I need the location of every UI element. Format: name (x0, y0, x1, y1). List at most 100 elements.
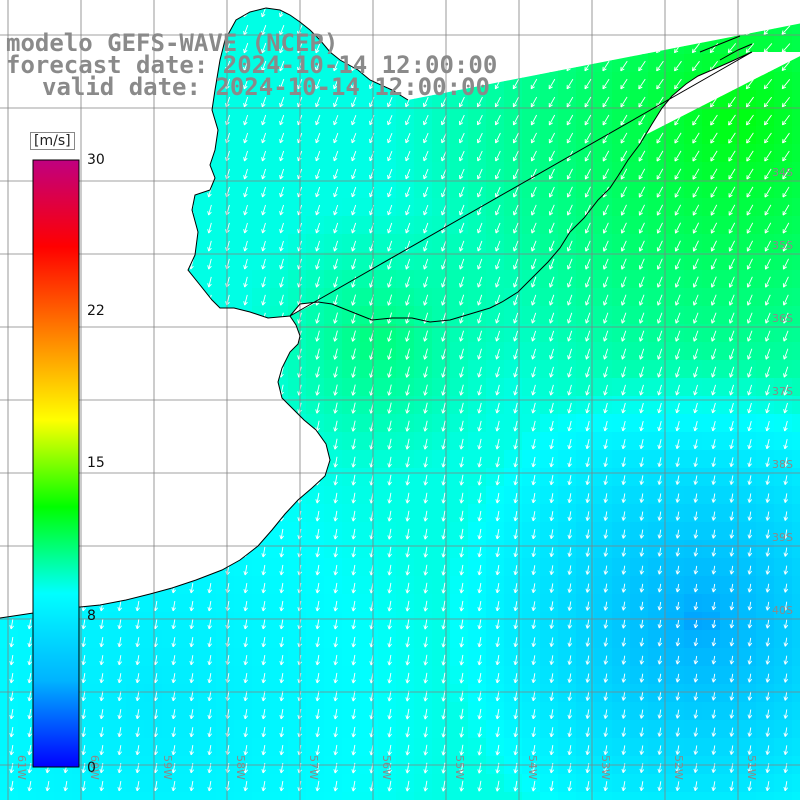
wind-arrow (243, 222, 248, 234)
speed-cell (270, 216, 289, 235)
speed-cell (234, 450, 253, 469)
speed-cell (540, 414, 559, 433)
wind-arrow (243, 366, 248, 378)
wind-arrow (728, 258, 735, 270)
speed-cell (666, 396, 685, 415)
speed-cell (594, 36, 613, 55)
speed-cell (288, 684, 307, 703)
speed-cell (0, 558, 19, 577)
speed-cell (522, 180, 541, 199)
speed-cell (234, 540, 253, 559)
wind-arrow (81, 312, 86, 324)
speed-cell (324, 126, 343, 145)
speed-cell (720, 90, 739, 109)
wind-arrow (691, 25, 701, 36)
speed-cell (90, 666, 109, 685)
speed-cell (468, 8, 487, 19)
wind-arrow (45, 114, 50, 126)
speed-cell (558, 738, 577, 757)
speed-cell (162, 630, 181, 649)
speed-cell (540, 594, 559, 613)
speed-cell (108, 630, 127, 649)
speed-cell (288, 468, 307, 487)
speed-cell (540, 396, 559, 415)
wind-arrow (441, 96, 447, 108)
wind-arrow (656, 168, 664, 180)
wind-arrow (171, 8, 177, 18)
wind-arrow (441, 114, 447, 126)
speed-cell (504, 360, 523, 379)
speed-cell (576, 792, 595, 800)
speed-cell (630, 486, 649, 505)
speed-cell (504, 738, 523, 757)
speed-cell (612, 198, 631, 217)
speed-cell (108, 180, 127, 199)
speed-cell (360, 684, 379, 703)
speed-cell (576, 630, 595, 649)
speed-cell (684, 126, 703, 145)
speed-cell (594, 504, 613, 523)
speed-cell (738, 90, 757, 109)
speed-cell (612, 450, 631, 469)
speed-cell (216, 630, 235, 649)
speed-cell (504, 306, 523, 325)
speed-cell (738, 468, 757, 487)
speed-cell (612, 288, 631, 307)
speed-cell (270, 342, 289, 361)
speed-cell (630, 72, 649, 91)
wind-arrow (9, 222, 14, 234)
speed-cell (270, 486, 289, 505)
speed-cell (252, 612, 271, 631)
wind-arrow (405, 25, 411, 36)
speed-cell (198, 720, 217, 739)
speed-cell (216, 360, 235, 379)
speed-cell (540, 486, 559, 505)
speed-cell (738, 252, 757, 271)
speed-cell (306, 720, 325, 739)
speed-cell (576, 90, 595, 109)
speed-cell (18, 630, 37, 649)
wind-arrow (495, 222, 501, 234)
speed-cell (468, 684, 487, 703)
speed-cell (450, 594, 469, 613)
speed-cell (756, 720, 775, 739)
wind-arrow (387, 168, 393, 180)
wind-arrow (279, 24, 285, 36)
speed-cell (504, 378, 523, 397)
speed-cell (414, 720, 433, 739)
speed-cell (756, 378, 775, 397)
speed-cell (792, 450, 800, 469)
wind-arrow (673, 25, 682, 36)
wind-arrow (333, 114, 339, 126)
lon-label: 59W (161, 755, 174, 780)
speed-cell (576, 576, 595, 595)
speed-cell (342, 540, 361, 559)
wind-arrow (441, 168, 447, 180)
speed-cell (450, 324, 469, 343)
wind-arrow (512, 114, 519, 126)
speed-cell (252, 378, 271, 397)
wind-arrow (243, 348, 248, 360)
speed-cell (792, 648, 800, 667)
speed-cell (90, 630, 109, 649)
speed-cell (756, 792, 775, 800)
wind-arrow (27, 582, 32, 594)
speed-cell (504, 522, 523, 541)
speed-cell (324, 162, 343, 181)
speed-cell (468, 504, 487, 523)
speed-cell (756, 342, 775, 361)
speed-cell (216, 288, 235, 307)
speed-cell (720, 216, 739, 235)
speed-cell (396, 342, 415, 361)
speed-cell (144, 504, 163, 523)
speed-cell (612, 360, 631, 379)
speed-cell (270, 396, 289, 415)
speed-cell (234, 216, 253, 235)
wind-arrow (530, 78, 538, 90)
speed-cell (792, 774, 800, 793)
speed-cell (324, 576, 343, 595)
speed-cell (738, 450, 757, 469)
speed-cell (612, 792, 631, 800)
speed-cell (756, 360, 775, 379)
speed-cell (270, 576, 289, 595)
